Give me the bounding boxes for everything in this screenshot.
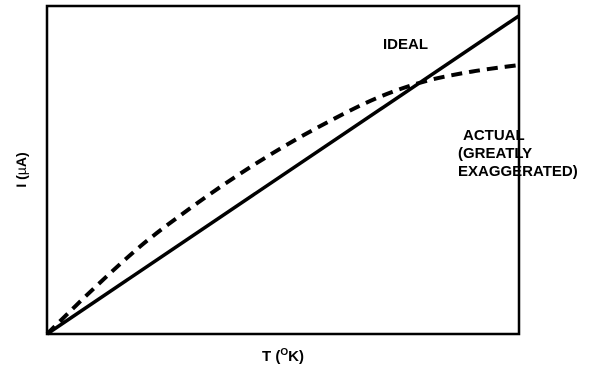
series-line-ideal — [46, 14, 520, 336]
actual-label-line-2: (GREATLY — [458, 145, 532, 162]
y-axis-label-post: A) — [13, 152, 29, 167]
x-axis-label-sup: O — [280, 347, 288, 358]
x-axis-label: T (OK) — [262, 347, 304, 365]
series-label-ideal: IDEAL — [383, 36, 428, 53]
y-axis-label: I (µA) — [13, 152, 29, 187]
plot-frame — [45, 4, 521, 336]
y-axis-label-pre: I ( — [13, 175, 29, 188]
series-label-actual: ACTUAL (GREATLY EXAGGERATED) — [458, 127, 578, 180]
series-line-actual — [45, 63, 520, 336]
x-axis-label-post: K) — [288, 348, 304, 365]
actual-label-line-3: EXAGGERATED) — [458, 163, 578, 180]
y-axis-label-mu: µ — [13, 167, 29, 175]
actual-label-line-1: ACTUAL — [463, 127, 524, 144]
x-axis-label-pre: T ( — [262, 348, 280, 365]
